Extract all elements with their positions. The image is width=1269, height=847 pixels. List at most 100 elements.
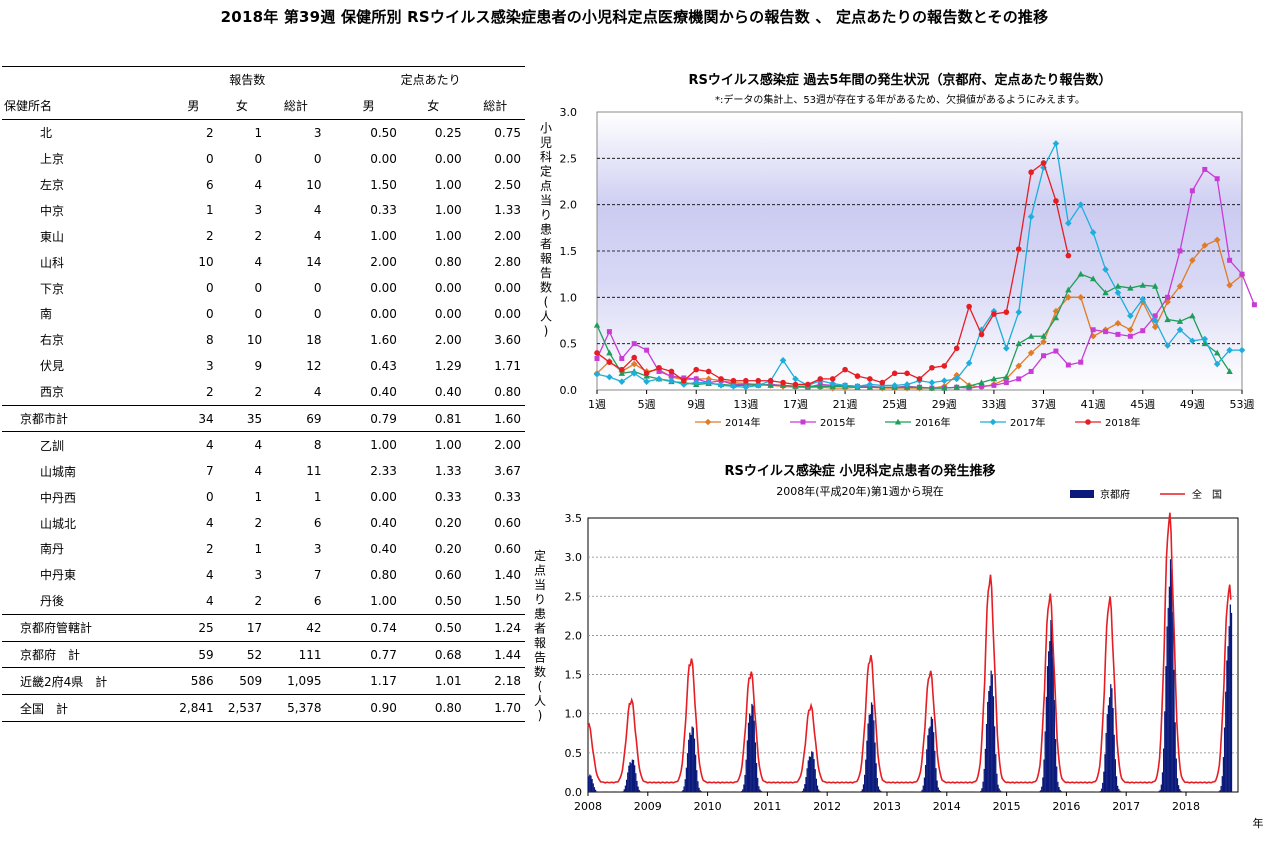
data-bar [941, 791, 943, 792]
data-bar [982, 781, 984, 792]
data-point [1165, 294, 1171, 300]
y-tick-label: 1.5 [565, 669, 583, 682]
data-bar [1227, 646, 1229, 792]
data-bar [628, 765, 630, 792]
data-bar [809, 756, 812, 792]
row-name: 京都府 計 [2, 640, 170, 668]
data-point [631, 354, 638, 361]
row-value: 2 [254, 384, 263, 399]
row-name: 京都府管轄計 [2, 613, 170, 642]
data-bar [930, 716, 932, 792]
data-point [779, 357, 787, 364]
row-name: 上京 [40, 152, 65, 167]
data-bar [683, 786, 685, 792]
data-bar [866, 740, 868, 792]
row-value: 3 [313, 125, 322, 140]
table-total-row: 京都府 計 59 52 111 0.77 0.68 1.44 [2, 640, 525, 668]
row-value: 3 [254, 203, 263, 218]
data-point [705, 368, 712, 375]
row-value: 0.90 [336, 694, 401, 723]
data-bar [594, 789, 597, 792]
row-value: 1.50 [370, 177, 397, 192]
data-point [656, 368, 662, 374]
data-point [1089, 229, 1097, 236]
data-point [841, 382, 849, 389]
data-point [730, 382, 737, 390]
y-axis-label-char: 者 [540, 237, 552, 251]
data-bar [876, 778, 878, 792]
row-value: 0 [254, 281, 263, 296]
data-point [1226, 281, 1233, 289]
row-value: 8 [206, 332, 214, 347]
y-axis-label-char: 数 [540, 280, 552, 295]
row-name: 中丹西 [40, 490, 77, 505]
y-axis-label-char: 者 [534, 622, 546, 636]
column-header-male-per: 男 [336, 92, 401, 120]
row-value: 1,095 [266, 667, 326, 695]
table-row: 左京 6 4 10 1.50 1.00 2.50 [2, 172, 525, 198]
data-point [1127, 284, 1134, 291]
data-point [1003, 345, 1010, 352]
data-bar [699, 790, 701, 792]
data-bar [700, 791, 702, 792]
row-value: 1.40 [494, 567, 521, 582]
data-bar [1160, 784, 1162, 792]
legend-item: 2016年 [885, 416, 950, 429]
data-point [643, 378, 650, 385]
data-bar [1038, 791, 1041, 792]
row-value: 2,841 [169, 694, 218, 723]
y-tick-label: 0.5 [560, 338, 578, 351]
row-value: 10 [306, 177, 322, 192]
data-point [1015, 308, 1023, 316]
data-bar [589, 774, 591, 792]
row-value: 0.60 [434, 567, 462, 582]
data-point [1052, 314, 1060, 321]
data-point [1226, 368, 1233, 374]
row-value: 0.81 [400, 404, 466, 432]
y-axis-label-char: 定 [534, 548, 546, 563]
y-axis-label-char: ) [538, 709, 543, 723]
data-point [1003, 309, 1010, 315]
data-bar [684, 779, 686, 792]
data-point [1202, 166, 1208, 172]
data-bar [1043, 759, 1045, 792]
row-value: 4 [313, 203, 322, 218]
data-bar [992, 696, 995, 792]
data-bar [935, 768, 937, 792]
x-tick-label: 13週 [733, 398, 758, 411]
table-row: 下京 0 0 0 0.00 0.00 0.00 [2, 275, 525, 301]
row-name: 下京 [40, 281, 65, 296]
data-bar [801, 790, 804, 792]
data-bar [1051, 626, 1053, 792]
x-tick-label: 2008 [574, 800, 602, 813]
data-point [1065, 362, 1071, 368]
row-value: 4 [169, 431, 218, 459]
report-table-body: 報告数 定点あたり 保健所名 男 女 総計 男 女 総計 北 2 1 3 0.50 0.2… [2, 65, 525, 723]
data-bar [1044, 731, 1046, 792]
y-tick-label: 0.0 [565, 786, 583, 799]
data-point [854, 382, 861, 390]
data-bar [998, 788, 1000, 792]
data-bar [1053, 699, 1056, 792]
row-value: 0.00 [434, 306, 462, 321]
data-bar [818, 789, 820, 792]
y-axis-label-char: 患 [534, 607, 546, 621]
data-bar [627, 772, 629, 792]
data-bar [1226, 660, 1228, 792]
row-value: 14 [306, 255, 322, 270]
row-name: 京都市計 [2, 404, 170, 432]
data-point [1164, 342, 1171, 349]
data-point [800, 419, 806, 425]
data-bar [1163, 748, 1165, 792]
table-column-header-row: 保健所名 男 女 総計 男 女 総計 [2, 92, 525, 120]
row-value: 1 [313, 490, 322, 505]
data-point [1151, 317, 1159, 324]
table-row: 中丹東 4 3 7 0.80 0.60 1.40 [2, 562, 525, 588]
data-point [1102, 266, 1109, 273]
row-name: 東山 [40, 229, 65, 244]
data-point [730, 377, 737, 384]
row-value: 1.17 [336, 667, 401, 695]
data-bar [754, 742, 757, 792]
data-bar [624, 785, 627, 792]
data-bar [742, 789, 744, 792]
